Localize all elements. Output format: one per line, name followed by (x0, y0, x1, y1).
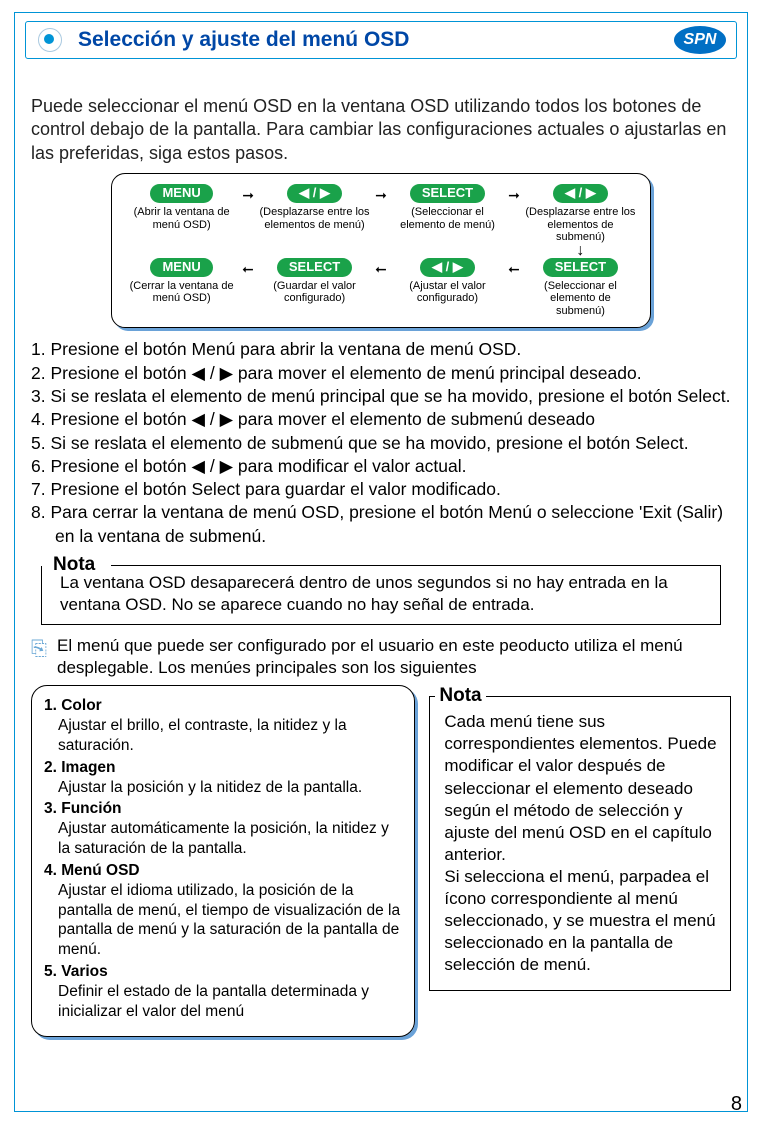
flow-step: SELECT (Seleccionar el elemento de menú) (392, 184, 503, 231)
pill-menu: MENU (150, 258, 212, 277)
pill-select: SELECT (543, 258, 618, 277)
step-item: 1. Presione el botón Menú para abrir la … (31, 338, 731, 361)
step-item: 3. Si se reslata el elemento de menú pri… (31, 385, 731, 408)
menu-heading: 4. Menú OSD (44, 862, 140, 879)
step-item: 5. Si se reslata el elemento de submenú … (31, 432, 731, 455)
flow-step: ◀ / ▶ (Ajustar el valor configurado) (392, 258, 503, 305)
menu-heading: 5. Varios (44, 963, 108, 980)
menu-heading: 3. Función (44, 800, 122, 817)
pill-menu: MENU (150, 184, 212, 203)
bottom-columns: 1. Color Ajustar el brillo, el contraste… (31, 685, 731, 1036)
note-box-2: Nota Cada menú tiene sus correspondiente… (429, 685, 731, 991)
flow-diagram: MENU (Abrir la ventana de menú OSD) ➞ ◀ … (111, 173, 651, 328)
step-item: 4. Presione el botón ◀ / ▶ para mover el… (31, 408, 731, 431)
flow-caption: (Abrir la ventana de menú OSD) (126, 206, 237, 231)
arrow-right-icon: ➞ (375, 187, 387, 204)
arrow-left-icon: ➞ (375, 261, 387, 278)
intro-text: Puede seleccionar el menú OSD en la vent… (31, 95, 731, 165)
menu-desc: Definir el estado de la pantalla determi… (58, 982, 402, 1022)
flow-caption: (Guardar el valor configurado) (259, 280, 370, 305)
flow-caption: (Desplazarse entre los elementos de subm… (525, 206, 636, 244)
note-text: La ventana OSD desaparecerá dentro de un… (41, 566, 721, 625)
book-icon: ⎘ (31, 636, 47, 679)
flow-step: SELECT (Guardar el valor configurado) (259, 258, 370, 305)
page-title: Selección y ajuste del menú OSD (78, 28, 409, 52)
pill-arrows: ◀ / ▶ (287, 184, 342, 203)
steps-list: 1. Presione el botón Menú para abrir la … (31, 338, 731, 547)
step-item: 7. Presione el botón Select para guardar… (31, 478, 731, 501)
note-box-1: Nota La ventana OSD desaparecerá dentro … (31, 554, 731, 625)
flow-step: ◀ / ▶ (Desplazarse entre los elementos d… (259, 184, 370, 231)
menu-heading: 2. Imagen (44, 759, 116, 776)
flow-caption: (Ajustar el valor configurado) (392, 280, 503, 305)
step-item: 2. Presione el botón ◀ / ▶ para mover el… (31, 362, 731, 385)
pill-select: SELECT (277, 258, 352, 277)
menu-desc: Ajustar la posición y la nitidez de la p… (58, 778, 402, 798)
step-item: 6. Presione el botón ◀ / ▶ para modifica… (31, 455, 731, 478)
flow-step: MENU (Abrir la ventana de menú OSD) (126, 184, 237, 231)
arrow-right-icon: ➞ (242, 187, 254, 204)
flow-caption: (Cerrar la ventana de menú OSD) (126, 280, 237, 305)
menu-desc: Ajustar automáticamente la posición, la … (58, 819, 402, 859)
flow-step: ◀ / ▶ (Desplazarse entre los elementos d… (525, 184, 636, 255)
config-note-text: El menú que puede ser configurado por el… (57, 635, 731, 679)
menu-list-box: 1. Color Ajustar el brillo, el contraste… (31, 685, 415, 1036)
arrow-right-icon: ➞ (508, 187, 520, 204)
flow-step: MENU (Cerrar la ventana de menú OSD) (126, 258, 237, 305)
header-bar: Selección y ajuste del menú OSD SPN (25, 21, 737, 59)
menu-desc: Ajustar el idioma utilizado, la posición… (58, 881, 402, 960)
right-column: Nota Cada menú tiene sus correspondiente… (429, 685, 731, 1036)
language-badge: SPN (674, 26, 726, 54)
note-label: Nota (435, 685, 485, 707)
step-item: 8. Para cerrar la ventana de menú OSD, p… (31, 501, 731, 548)
pill-arrows: ◀ / ▶ (420, 258, 475, 277)
arrow-left-icon: ➞ (508, 261, 520, 278)
header-bullet-icon (38, 28, 62, 52)
arrow-down-icon: ↓ (576, 246, 584, 256)
pill-select: SELECT (410, 184, 485, 203)
page-number: 8 (731, 1093, 742, 1116)
note-text: Cada menú tiene sus correspondientes ele… (429, 696, 731, 991)
pill-arrows: ◀ / ▶ (553, 184, 608, 203)
config-note-row: ⎘ El menú que puede ser configurado por … (31, 635, 731, 679)
flow-caption: (Desplazarse entre los elementos de menú… (259, 206, 370, 231)
flow-row-2: MENU (Cerrar la ventana de menú OSD) ➞ S… (126, 258, 636, 318)
page-frame: Selección y ajuste del menú OSD SPN Pued… (14, 12, 748, 1112)
flow-step: SELECT (Seleccionar el elemento de subme… (525, 258, 636, 318)
flow-caption: (Seleccionar el elemento de menú) (392, 206, 503, 231)
menu-heading: 1. Color (44, 697, 102, 714)
flow-caption: (Seleccionar el elemento de submenú) (525, 280, 636, 318)
flow-row-1: MENU (Abrir la ventana de menú OSD) ➞ ◀ … (126, 184, 636, 255)
arrow-left-icon: ➞ (242, 261, 254, 278)
menu-desc: Ajustar el brillo, el contraste, la niti… (58, 716, 402, 756)
